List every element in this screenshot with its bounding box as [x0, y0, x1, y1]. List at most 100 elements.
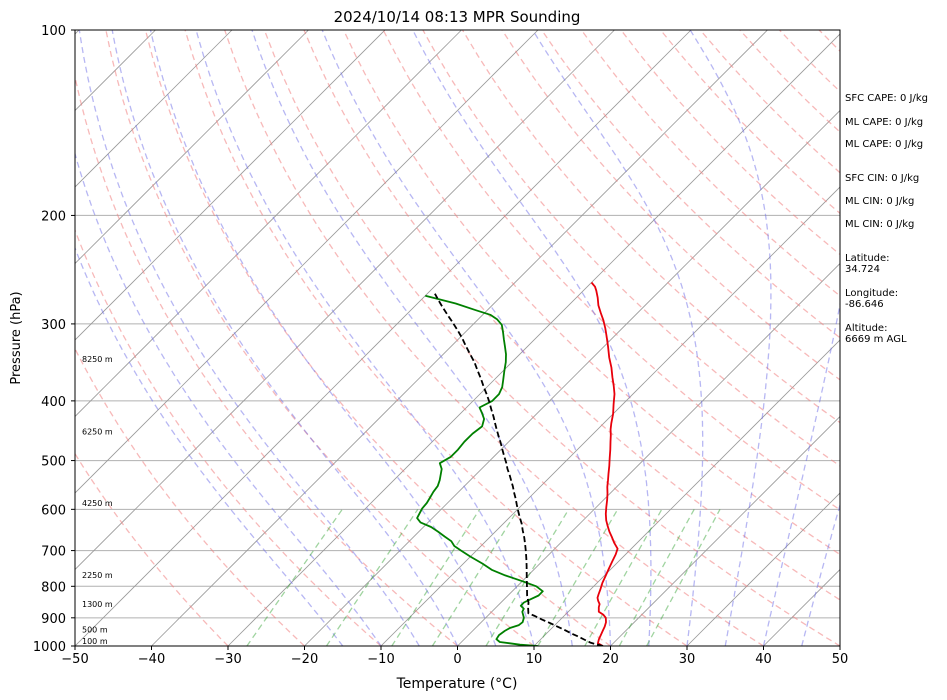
height-label: 100 m: [82, 637, 108, 646]
data-layer: [416, 281, 619, 646]
sfc-cape-text: SFC CAPE: 0 J/kg: [845, 93, 928, 104]
isotherm-line: [304, 109, 840, 646]
isotherm-line: [380, 186, 840, 646]
longitude-block: Longitude: -86.646: [845, 288, 898, 310]
x-tick-label: 10: [526, 652, 543, 667]
grid-layer: [0, 30, 840, 646]
mixing-ratio-line: [485, 508, 570, 646]
dry-adiabat-line: [263, 30, 840, 646]
dry-adiabat-line: [75, 452, 229, 646]
longitude-label: Longitude:: [845, 288, 899, 299]
ml-cin-text-2: ML CIN: 0 J/kg: [845, 219, 915, 230]
ml-cape-text-2: ML CAPE: 0 J/kg: [845, 139, 924, 150]
moist-adiabat-line: [412, 30, 652, 646]
y-tick-label: 100: [41, 24, 66, 39]
moist-adiabat-line: [321, 30, 612, 646]
latitude-label: Latitude:: [845, 253, 890, 264]
sfc-cin-text: SFC CIN: 0 J/kg: [845, 173, 920, 184]
x-tick-label: 40: [755, 652, 772, 667]
dry-adiabat-line: [184, 30, 688, 646]
y-tick-label: 400: [41, 395, 66, 410]
altitude-value: 6669 m AGL: [845, 334, 907, 345]
altitude-block: Altitude: 6669 m AGL: [845, 323, 907, 345]
moist-adiabat-line: [75, 246, 344, 646]
x-tick-label: −30: [214, 652, 241, 667]
moist-adiabat-line: [689, 30, 772, 646]
dry-adiabat-line: [75, 228, 382, 646]
mixing-ratio-line: [325, 508, 419, 646]
dry-adiabat-line: [343, 30, 840, 556]
mixing-ratio-line: [646, 508, 721, 646]
chart-title: 2024/10/14 08:13 MPR Sounding: [334, 8, 581, 26]
y-axis-label: Pressure (hPa): [9, 291, 24, 384]
dewpoint-trace: [416, 294, 544, 646]
plot-frame: [74, 29, 841, 647]
parcel-trace: [434, 293, 604, 646]
ml-cape-text: ML CAPE: 0 J/kg: [845, 117, 924, 128]
isotherm-line: [686, 492, 840, 646]
isotherm-line: [75, 30, 615, 571]
latitude-value: 34.724: [845, 264, 880, 275]
x-tick-label: −20: [291, 652, 318, 667]
moist-adiabat-line: [532, 30, 704, 646]
isotherm-line: [457, 262, 840, 646]
isotherm-line: [227, 33, 840, 646]
ml-cin-text: ML CIN: 0 J/kg: [845, 196, 915, 207]
height-label: 4250 m: [82, 499, 113, 508]
mixing-ratio-line: [246, 508, 343, 646]
dry-adiabat-line: [224, 30, 764, 646]
longitude-value: -86.646: [845, 299, 884, 310]
x-tick-label: −10: [367, 652, 394, 667]
isotherm-line: [75, 30, 386, 341]
mixing-ratio-line: [391, 508, 481, 646]
axes: −50 −40 −30 −20 −10 0 10 20 30 40 50 100 200 300 400 50…: [33, 24, 848, 667]
x-tick-label: 30: [679, 652, 696, 667]
dry-adiabat-line: [422, 30, 840, 467]
dry-adiabat-line: [303, 30, 840, 601]
dry-adiabat-line: [75, 347, 305, 646]
isotherm-line: [0, 30, 3, 646]
y-tick-label: 800: [41, 580, 66, 595]
moist-adiabat-line: [195, 30, 535, 646]
mixing-ratio-line: [431, 508, 519, 646]
y-tick-label: 300: [41, 318, 66, 333]
x-tick-label: −40: [138, 652, 165, 667]
moist-adiabat-line: [251, 30, 573, 646]
isotherm-line: [75, 30, 233, 188]
isotherm-line: [75, 30, 462, 418]
dry-adiabat-line: [144, 30, 611, 646]
isotherm-line: [75, 30, 539, 494]
x-axis-label: Temperature (°C): [396, 676, 518, 692]
moist-adiabat-line: [78, 30, 420, 646]
dry-adiabat-line: [105, 30, 535, 646]
height-label: 1300 m: [82, 600, 113, 609]
x-tick-label: 0: [453, 652, 461, 667]
isotherm-line: [151, 30, 768, 646]
isotherm-line: [610, 415, 840, 646]
y-tick-label: 1000: [33, 640, 66, 655]
y-tick-label: 200: [41, 209, 66, 224]
dry-adiabat-line: [382, 30, 840, 511]
y-tick-label: 700: [41, 545, 66, 560]
moist-adiabat-line: [149, 30, 497, 646]
height-label: 2250 m: [82, 571, 113, 580]
isotherm-line: [75, 30, 692, 646]
x-tick-label: 20: [602, 652, 619, 667]
height-label: 500 m: [82, 626, 108, 635]
x-tick-label: 50: [832, 652, 849, 667]
moist-adiabat-line: [111, 30, 459, 646]
height-label: 8250 m: [82, 355, 113, 364]
height-labels: 100 m 500 m 1300 m 2250 m 4250 m 6250 m 8250 m: [82, 355, 113, 646]
sounding-stats-panel: SFC CAPE: 0 J/kg ML CAPE: 0 J/kg ML CAPE…: [845, 0, 945, 700]
y-tick-label: 500: [41, 455, 66, 470]
x-tick-label: −50: [61, 652, 88, 667]
mixing-ratio-line: [618, 508, 695, 646]
y-tick-label: 900: [41, 612, 66, 627]
altitude-label: Altitude:: [845, 323, 888, 334]
isotherm-line: [75, 30, 309, 265]
height-label: 6250 m: [82, 427, 113, 436]
dry-adiabat-line: [580, 30, 840, 297]
moist-adiabat-line: [762, 300, 840, 646]
y-tick-label: 600: [41, 503, 66, 518]
